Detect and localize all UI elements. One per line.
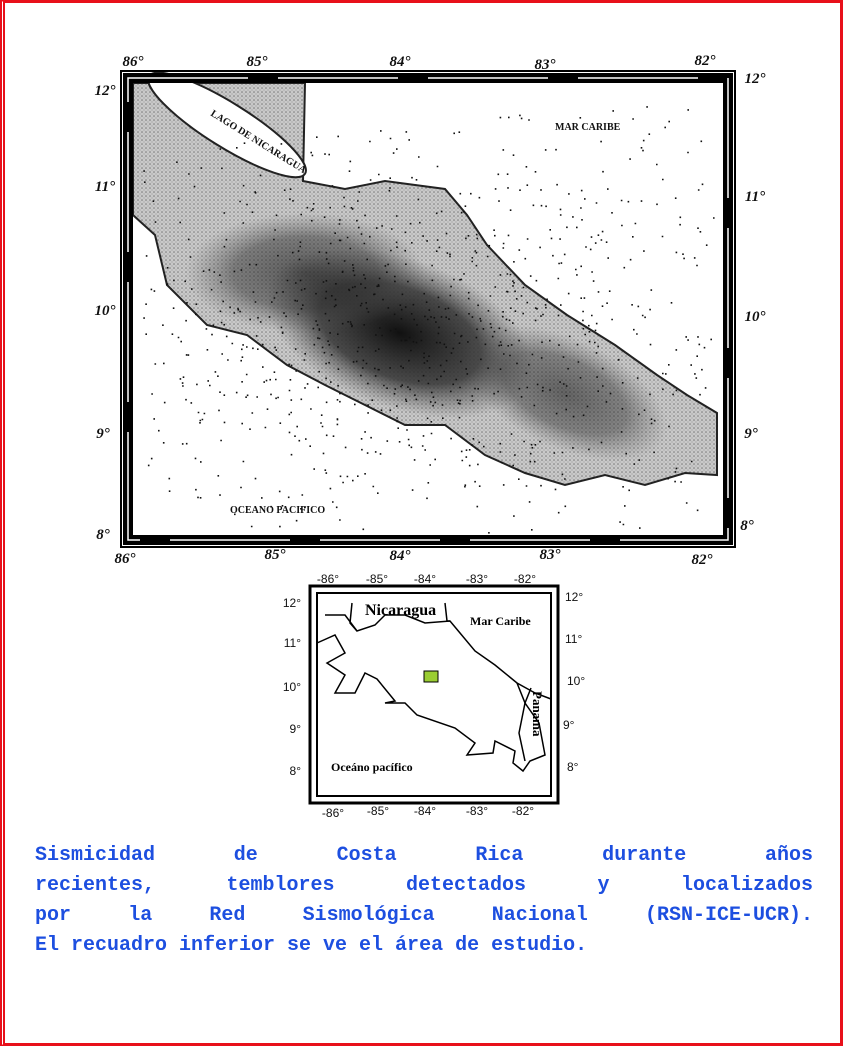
- coordinate-label: 9°: [290, 722, 302, 736]
- coordinate-label: 11°: [284, 636, 301, 650]
- caption-line: Sismicidad de Costa Rica durante años: [35, 841, 813, 871]
- coordinate-label: 10°: [567, 674, 585, 688]
- coordinate-label: 82°: [692, 552, 713, 568]
- coordinate-label: -82°: [512, 804, 534, 818]
- coordinate-label: 9°: [96, 426, 110, 442]
- coordinate-label: 8°: [740, 518, 754, 534]
- coordinate-label: -86°: [322, 806, 344, 820]
- coordinate-label: 83°: [535, 57, 556, 73]
- coordinate-label: -84°: [414, 804, 436, 818]
- coordinate-label: 10°: [283, 680, 301, 694]
- place-label: Panama: [530, 691, 545, 737]
- place-label: Mar Caribe: [470, 614, 531, 628]
- main-map: [121, 58, 735, 547]
- coordinate-label: 11°: [745, 189, 765, 205]
- place-label: Oceáno pacífico: [331, 760, 413, 774]
- coordinate-label: 9°: [563, 718, 575, 732]
- coordinate-label: -83°: [466, 572, 488, 586]
- coordinate-label: -83°: [466, 804, 488, 818]
- coordinate-label: 8°: [290, 764, 302, 778]
- study-area: [424, 671, 438, 682]
- caption-line: El recuadro inferior se ve el área de es…: [35, 931, 813, 961]
- coordinate-label: 85°: [247, 54, 268, 70]
- coordinate-label: -85°: [367, 804, 389, 818]
- place-label: OCEANO PACIFICO: [230, 505, 325, 516]
- coordinate-label: 8°: [96, 527, 110, 543]
- coordinate-label: 85°: [265, 547, 286, 563]
- coordinate-label: 86°: [123, 54, 144, 70]
- coordinate-label: 8°: [567, 760, 579, 774]
- coordinate-label: 12°: [283, 596, 301, 610]
- coordinate-label: 83°: [540, 547, 561, 563]
- coordinate-label: 84°: [390, 548, 411, 564]
- coordinate-label: 82°: [695, 53, 716, 69]
- caption-line: por la Red Sismológica Nacional (RSN-ICE…: [35, 901, 813, 931]
- coordinate-label: 9°: [744, 426, 758, 442]
- coordinate-label: -82°: [514, 572, 536, 586]
- maps: 86° 85° 84° 83° 82° 86° 85° 84° 83° 82° 12° 11° 10° 9…: [5, 3, 843, 833]
- coordinate-label: -85°: [366, 572, 388, 586]
- seismic-cluster: [185, 213, 425, 333]
- page: 86° 85° 84° 83° 82° 86° 85° 84° 83° 82° 12° 11° 10° 9…: [0, 0, 843, 1046]
- coordinate-label: 10°: [95, 303, 116, 319]
- coordinate-label: 12°: [95, 83, 116, 99]
- place-label: Nicaragua: [365, 602, 436, 619]
- coordinate-label: 11°: [95, 179, 115, 195]
- coordinate-label: -86°: [317, 572, 339, 586]
- coordinate-label: 10°: [745, 309, 766, 325]
- coordinate-label: -84°: [414, 572, 436, 586]
- place-label: MAR CARIBE: [555, 122, 621, 133]
- coordinate-label: 11°: [565, 632, 582, 646]
- coordinate-label: 86°: [115, 551, 136, 567]
- coordinate-label: 12°: [565, 590, 583, 604]
- caption-line: recientes, temblores detectados y locali…: [35, 871, 813, 901]
- coordinate-label: 84°: [390, 54, 411, 70]
- coordinate-label: 12°: [745, 71, 766, 87]
